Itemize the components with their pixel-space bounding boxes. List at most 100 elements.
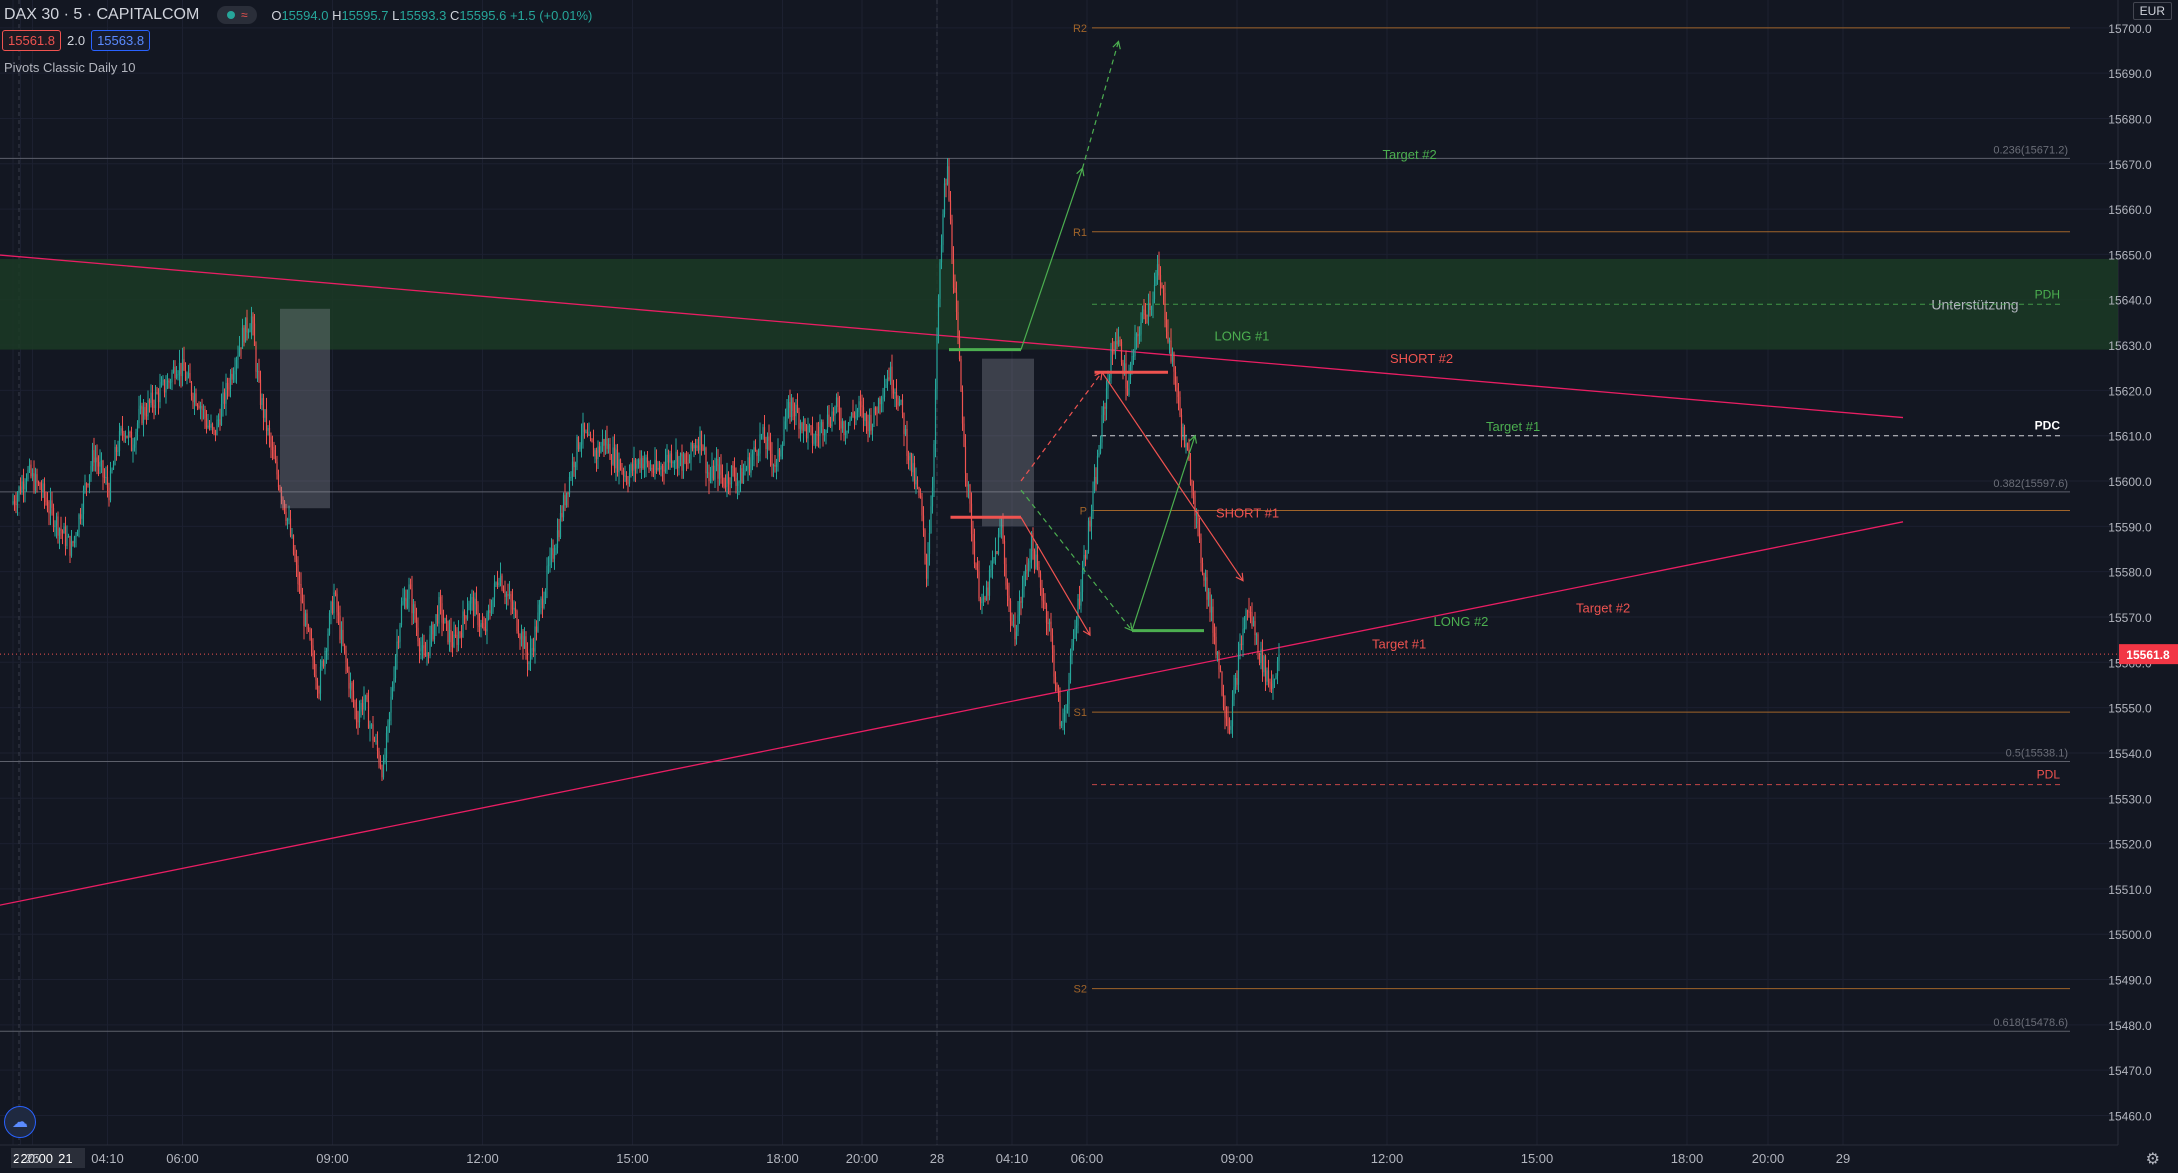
candle-body: [945, 183, 947, 185]
candle-body: [1114, 340, 1117, 352]
candle-body: [862, 407, 865, 421]
candle-body: [154, 392, 157, 408]
settings-gear-icon[interactable]: ⚙: [2145, 1151, 2160, 1168]
candle-body: [712, 465, 715, 480]
candle-body: [1225, 716, 1228, 719]
candle-body: [855, 412, 857, 419]
price-axis[interactable]: 15460.0 15470.0 15480.0 15490.0 15500.0 15510…: [2108, 22, 2178, 1124]
candle-body: [1209, 591, 1211, 613]
candle-body: [786, 407, 788, 422]
price-tick-label: 15490.0: [2108, 974, 2152, 988]
candle-body: [207, 425, 209, 428]
candle-body: [1183, 426, 1186, 448]
candle-body: [342, 629, 344, 644]
candle-body: [457, 632, 460, 645]
candle-body: [39, 482, 41, 490]
candle-body: [708, 472, 710, 482]
candle-body: [669, 453, 671, 463]
candle-body: [982, 597, 985, 599]
candle-body: [933, 444, 935, 488]
candle-body: [1216, 651, 1219, 654]
candle-body: [574, 462, 577, 468]
candle-body: [1206, 577, 1208, 600]
candle-body: [115, 447, 118, 452]
candle-body: [1173, 352, 1175, 372]
candle-body: [469, 597, 472, 604]
candle-body: [664, 462, 667, 472]
candle-body: [607, 443, 610, 449]
candle-body: [1050, 621, 1052, 636]
candle-body: [139, 405, 142, 409]
candle-body: [1258, 654, 1261, 664]
candle-body: [783, 429, 785, 445]
candle-body: [199, 405, 202, 409]
candle-body: [1192, 491, 1195, 496]
candle-body: [423, 645, 425, 656]
candle-body: [1120, 341, 1123, 363]
candle-body: [289, 518, 292, 536]
candle-body: [972, 533, 974, 542]
candle-body: [253, 323, 256, 346]
candle-body: [468, 603, 470, 611]
candle-body: [760, 434, 763, 436]
candle-body: [592, 442, 595, 457]
candle-body: [477, 604, 479, 626]
sell-price-button[interactable]: 15561.8: [2, 30, 61, 51]
candle-body: [453, 634, 455, 647]
candle-body: [234, 370, 236, 375]
candle-body: [544, 589, 547, 601]
candle-body: [466, 610, 469, 619]
candle-body: [915, 479, 917, 485]
candle-body: [81, 513, 83, 519]
candle-body: [1074, 628, 1076, 639]
candle-body: [1083, 554, 1085, 571]
candle-body: [1111, 349, 1114, 352]
candle-body: [1189, 459, 1192, 485]
candle-body: [1276, 661, 1279, 676]
support-zone-rect: [0, 258, 2118, 350]
trade-arrow: [1131, 435, 1196, 631]
indicator-legend[interactable]: Pivots Classic Daily 10: [4, 60, 136, 75]
candle-body: [696, 445, 698, 449]
candle-body: [414, 604, 416, 620]
candle-body: [999, 527, 1001, 535]
candle-body: [462, 611, 464, 638]
time-axis[interactable]: 24 Jun '2120:002504:1006:0009:0012:0015:…: [11, 1148, 1850, 1168]
candle-body: [1041, 587, 1043, 601]
candle-body: [1113, 351, 1115, 353]
candle-body: [598, 446, 601, 453]
candle-body: [417, 627, 419, 642]
candle-body: [1224, 707, 1226, 717]
candle-body: [804, 419, 806, 426]
candle-body: [357, 721, 359, 723]
candle-body: [202, 409, 205, 411]
candle-body: [441, 603, 443, 623]
candle-body: [400, 604, 403, 625]
candle-body: [100, 460, 103, 462]
candle-body: [1227, 718, 1229, 727]
open-value: 15594.0: [281, 7, 329, 23]
candle-body: [399, 624, 401, 642]
candle-body: [643, 463, 646, 469]
price-tick-label: 15650.0: [2108, 248, 2152, 262]
candle-body: [844, 432, 847, 436]
candle-body: [555, 547, 557, 555]
candle-body: [337, 612, 340, 616]
symbol-title[interactable]: DAX 30 · 5 · CAPITALCOM: [4, 6, 200, 23]
candle-body: [211, 423, 214, 428]
market-status-indicator[interactable]: ≈: [217, 6, 258, 24]
candle-body: [549, 554, 551, 566]
candle-body: [583, 422, 586, 433]
candle-body: [762, 427, 764, 435]
candle-body: [156, 392, 158, 394]
candle-body: [916, 479, 919, 487]
tradingview-logo-icon[interactable]: ☁: [4, 1106, 36, 1138]
currency-label[interactable]: EUR: [2132, 2, 2172, 20]
candle-body: [408, 584, 410, 599]
buy-price-button[interactable]: 15563.8: [91, 30, 151, 51]
candle-body: [904, 428, 907, 435]
candle-body: [328, 613, 331, 634]
candle-body: [348, 670, 350, 689]
candle-body: [732, 465, 734, 468]
